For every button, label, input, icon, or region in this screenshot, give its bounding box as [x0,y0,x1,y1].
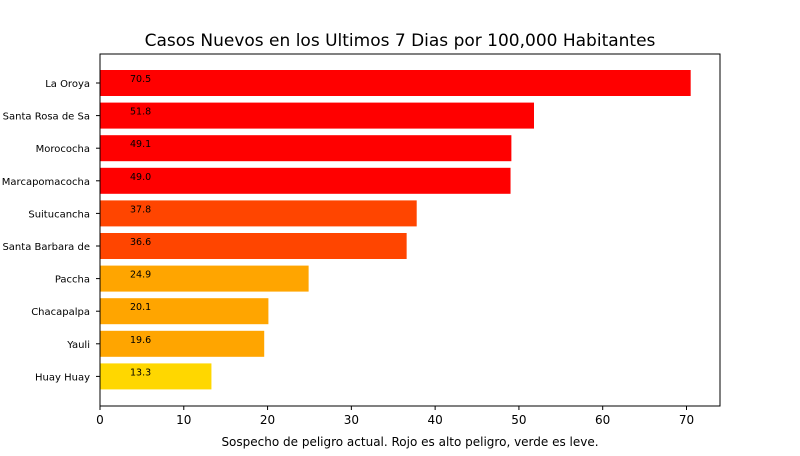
x-axis: 0 10 20 30 40 50 60 70 [96,406,694,427]
y-tick-label: Yauli [66,340,90,351]
bars-group [100,70,691,390]
plot-frame [99,53,721,407]
x-tick-label: 70 [679,413,694,427]
bar-value-label: 51.8 [130,107,151,118]
x-tick-label: 10 [176,413,191,427]
bar-value-label: 24.9 [130,270,151,281]
bar-value-label: 37.8 [130,204,151,215]
bar-value-label: 13.3 [130,367,151,378]
y-tick-label: Santa Barbara de [2,242,90,253]
bar-value-label: 36.6 [130,237,151,248]
bar [100,167,511,194]
bar-value-label: 70.5 [130,74,151,85]
y-tick-label: Suitucancha [28,209,90,220]
bar [100,200,417,227]
bar [100,298,269,325]
bar-value-label: 20.1 [130,302,151,313]
chart-title: Casos Nuevos en los Ultimos 7 Dias por 1… [145,31,656,51]
bar [100,233,407,259]
bar-value-label: 49.0 [130,172,151,183]
bar [100,135,512,162]
y-axis: La Oroya Santa Rosa de Sa Morococha Marcapo… [2,79,100,383]
bar-value-label: 49.1 [130,139,151,150]
x-tick-label: 40 [427,413,442,427]
x-tick-label: 20 [260,413,275,427]
x-tick-label: 60 [595,413,610,427]
y-tick-label: Santa Rosa de Sa [3,112,90,123]
value-labels-group: 70.5 51.8 49.1 49.0 37.8 36.6 24.9 20.1 19.6 13.3 [130,74,151,378]
bar [100,363,212,390]
y-tick-label: La Oroya [45,79,90,90]
y-tick-label: Huay Huay [35,372,90,383]
bar [100,102,534,129]
bar [100,265,309,292]
x-tick-label: 30 [344,413,359,427]
y-tick-label: Paccha [55,275,90,286]
x-tick-label: 0 [96,413,104,427]
x-tick-label: 50 [511,413,526,427]
y-tick-label: Morococha [36,144,90,155]
bar [100,330,265,357]
y-tick-label: Marcapomacocha [2,177,90,188]
y-tick-label: Chacapalpa [31,307,90,318]
x-axis-label: Sospecho de peligro actual. Rojo es alto… [221,435,598,449]
bar-value-label: 19.6 [130,335,151,346]
bar [100,70,691,96]
